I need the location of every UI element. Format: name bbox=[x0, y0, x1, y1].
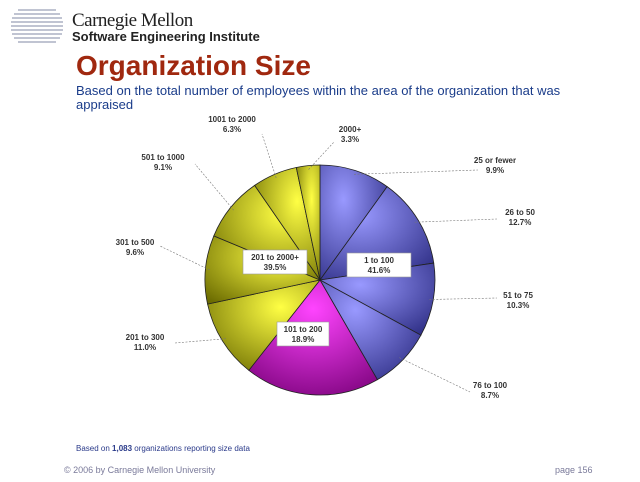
slice-label: 2000+ bbox=[339, 125, 362, 134]
sample-note-prefix: Based on bbox=[76, 444, 113, 453]
pie-slice-2000- bbox=[295, 164, 321, 281]
copyright: © 2006 by Carnegie Mellon University bbox=[64, 465, 216, 475]
group-label: 101 to 200 bbox=[284, 325, 323, 334]
sei-logo-icon bbox=[11, 9, 63, 43]
slice-value-label: 8.7% bbox=[481, 391, 499, 400]
pie-slice-51-to-75 bbox=[318, 262, 436, 336]
leader-line bbox=[174, 338, 226, 344]
group-value-label: 41.6% bbox=[368, 266, 391, 275]
sample-count: 1,083 bbox=[112, 444, 133, 453]
slice-label: 1001 to 2000 bbox=[208, 115, 256, 124]
slice-value-label: 12.7% bbox=[509, 218, 532, 227]
group-label-box bbox=[346, 252, 412, 278]
sample-note: Based on 1,083 organizations reporting s… bbox=[76, 444, 250, 453]
group-label-box bbox=[242, 249, 308, 275]
slice-value-label: 3.3% bbox=[341, 135, 359, 144]
sample-note-suffix: organizations reporting size data bbox=[132, 444, 250, 453]
group-label: 201 to 2000+ bbox=[251, 253, 299, 262]
slice-value-label: 9.1% bbox=[154, 163, 172, 172]
slice-label: 51 to 75 bbox=[503, 291, 533, 300]
group-label: 1 to 100 bbox=[364, 256, 394, 265]
slice-value-label: 11.0% bbox=[134, 343, 156, 352]
slice-value-label: 10.3% bbox=[507, 301, 530, 310]
slice-value-label: 9.6% bbox=[126, 248, 144, 257]
leader-line bbox=[353, 169, 479, 175]
leader-line bbox=[429, 297, 498, 300]
leader-line bbox=[159, 245, 210, 271]
page-number: page 156 bbox=[555, 465, 593, 475]
slice-label: 25 or fewer bbox=[474, 156, 516, 165]
page-title: Organization Size bbox=[76, 50, 311, 81]
slice-label: 26 to 50 bbox=[505, 208, 535, 217]
slice-value-label: 6.3% bbox=[223, 125, 241, 134]
logo-line-1: Carnegie Mellon bbox=[72, 10, 193, 31]
leader-line bbox=[194, 163, 234, 211]
slice-label: 201 to 300 bbox=[126, 333, 165, 342]
group-value-label: 39.5% bbox=[264, 263, 287, 272]
group-value-label: 18.9% bbox=[292, 335, 315, 344]
slice-label: 501 to 1000 bbox=[141, 153, 185, 162]
pie-slice-201-to-300 bbox=[207, 279, 322, 371]
page-subtitle: Based on the total number of employees w… bbox=[76, 83, 561, 112]
leader-line bbox=[399, 357, 471, 393]
leader-line bbox=[261, 133, 277, 179]
slice-label: 301 to 500 bbox=[116, 238, 155, 247]
leader-line bbox=[414, 218, 498, 223]
slice-value-label: 9.9% bbox=[486, 166, 504, 175]
leader-line bbox=[308, 141, 335, 170]
pie-slice-25-or-fewer bbox=[319, 164, 388, 282]
logo-line-2: Software Engineering Institute bbox=[72, 29, 260, 44]
slice-label: 76 to 100 bbox=[473, 381, 508, 390]
group-label-box bbox=[276, 321, 330, 347]
